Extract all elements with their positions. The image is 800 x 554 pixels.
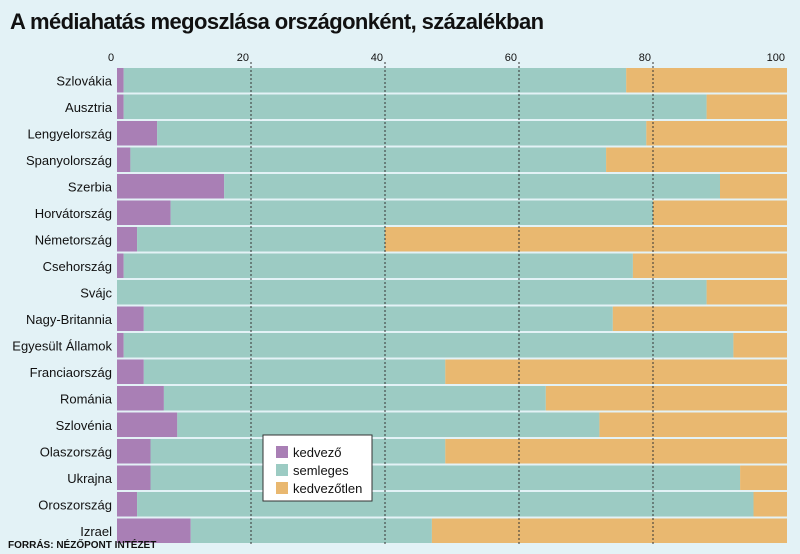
bar-kedvezotlen-svajc xyxy=(706,280,787,305)
x-tick-label-40: 40 xyxy=(371,52,383,64)
bar-semleges-ukrajna xyxy=(150,465,741,490)
category-label-egyesult-allamok: Egyesült Államok xyxy=(12,338,112,353)
x-tick-label-80: 80 xyxy=(639,52,651,64)
bar-kedvezotlen-oroszorszag xyxy=(753,492,787,517)
bar-kedvezo-romania xyxy=(117,386,164,411)
bar-kedvezo-lengyelorszag xyxy=(117,121,158,146)
bar-kedvezo-ausztria xyxy=(117,94,124,119)
bar-semleges-oroszorszag xyxy=(137,492,754,517)
bar-kedvezo-csehorszag xyxy=(117,253,124,278)
bar-semleges-romania xyxy=(163,386,546,411)
category-label-spanyolorszag: Spanyolország xyxy=(26,153,112,168)
bar-kedvezotlen-nagy-britannia xyxy=(612,306,787,331)
bar-kedvezotlen-ausztria xyxy=(706,94,787,119)
legend: kedvező semleges kedvezőtlen xyxy=(262,434,373,502)
bar-semleges-szlovakia xyxy=(123,68,627,93)
category-labels: Szlovákia Ausztria Lengyelország Spanyolors… xyxy=(12,73,112,539)
category-label-romania: Románia xyxy=(60,391,113,406)
legend-label-semleges: semleges xyxy=(293,463,349,478)
category-label-izrael: Izrael xyxy=(80,524,112,539)
bar-semleges-franciaorszag xyxy=(143,359,446,384)
bar-kedvezotlen-csehorszag xyxy=(632,253,787,278)
bar-kedvezo-olaszorszag xyxy=(117,439,151,464)
legend-label-kedvezo: kedvező xyxy=(293,445,341,460)
category-label-nemetorszag: Németország xyxy=(35,232,112,247)
bar-kedvezotlen-ukrajna xyxy=(740,465,787,490)
grid-lines xyxy=(250,62,654,545)
bar-kedvezotlen-szlovakia xyxy=(626,68,787,93)
bars-layer xyxy=(117,68,787,543)
bar-kedvezotlen-szerbia xyxy=(720,174,787,199)
bar-kedvezo-nagy-britannia xyxy=(117,306,144,331)
category-label-svajc: Svájc xyxy=(80,285,112,300)
bar-semleges-egyesult-allamok xyxy=(123,333,734,358)
bar-kedvezotlen-olaszorszag xyxy=(445,439,787,464)
bar-kedvezotlen-horvatorszag xyxy=(653,200,787,225)
legend-swatch-kedvezo xyxy=(276,446,288,458)
bar-kedvezotlen-egyesult-allamok xyxy=(733,333,787,358)
bar-semleges-nagy-britannia xyxy=(143,306,613,331)
bar-kedvezo-izrael xyxy=(117,518,191,543)
bar-kedvezotlen-spanyolorszag xyxy=(606,147,787,172)
bar-semleges-lengyelorszag xyxy=(157,121,647,146)
x-axis-ticks: 0 20 40 60 80 100 xyxy=(108,52,785,64)
category-label-franciaorszag: Franciaország xyxy=(30,365,112,380)
chart-title: A médiahatás megoszlása országonként, sz… xyxy=(10,9,544,34)
category-label-szlovakia: Szlovákia xyxy=(56,73,112,88)
bar-kedvezo-egyesult-allamok xyxy=(117,333,124,358)
legend-swatch-semleges xyxy=(276,464,288,476)
category-label-ukrajna: Ukrajna xyxy=(67,471,113,486)
category-label-ausztria: Ausztria xyxy=(65,100,113,115)
x-tick-label-0: 0 xyxy=(108,52,114,64)
bar-semleges-spanyolorszag xyxy=(130,147,607,172)
category-label-olaszorszag: Olaszország xyxy=(40,444,112,459)
x-tick-label-20: 20 xyxy=(237,52,249,64)
bar-kedvezotlen-franciaorszag xyxy=(445,359,787,384)
x-tick-label-100: 100 xyxy=(767,52,785,64)
legend-swatch-kedvezotlen xyxy=(276,482,288,494)
bar-kedvezo-szlovakia xyxy=(117,68,124,93)
legend-label-kedvezotlen: kedvezőtlen xyxy=(293,481,362,496)
source-note: FORRÁS: NÉZŐPONT INTÉZET xyxy=(8,540,157,551)
category-label-oroszorszag: Oroszország xyxy=(38,497,112,512)
bar-semleges-szlovenia xyxy=(177,412,600,437)
bar-kedvezo-szlovenia xyxy=(117,412,178,437)
bar-kedvezotlen-romania xyxy=(545,386,787,411)
category-label-lengyelorszag: Lengyelország xyxy=(27,126,112,141)
bar-semleges-szerbia xyxy=(224,174,720,199)
bar-kedvezotlen-nemetorszag xyxy=(385,227,787,252)
bar-kedvezo-szerbia xyxy=(117,174,225,199)
bar-kedvezo-ukrajna xyxy=(117,465,151,490)
bar-kedvezotlen-izrael xyxy=(431,518,787,543)
bar-semleges-svajc xyxy=(117,280,707,305)
category-label-horvatorszag: Horvátország xyxy=(35,206,112,221)
category-label-szlovenia: Szlovénia xyxy=(56,418,113,433)
bar-kedvezotlen-szlovenia xyxy=(599,412,787,437)
bar-semleges-nemetorszag xyxy=(137,227,385,252)
bar-semleges-csehorszag xyxy=(123,253,633,278)
category-label-nagy-britannia: Nagy-Britannia xyxy=(26,312,113,327)
bar-semleges-ausztria xyxy=(123,94,707,119)
bar-kedvezo-horvatorszag xyxy=(117,200,171,225)
x-tick-label-60: 60 xyxy=(505,52,517,64)
bar-semleges-izrael xyxy=(190,518,432,543)
bar-kedvezo-spanyolorszag xyxy=(117,147,131,172)
category-label-csehorszag: Csehország xyxy=(43,259,112,274)
bar-kedvezo-nemetorszag xyxy=(117,227,138,252)
bar-kedvezo-franciaorszag xyxy=(117,359,144,384)
bar-kedvezotlen-lengyelorszag xyxy=(646,121,787,146)
bar-kedvezo-oroszorszag xyxy=(117,492,138,517)
category-label-szerbia: Szerbia xyxy=(68,179,113,194)
bar-semleges-horvatorszag xyxy=(170,200,653,225)
